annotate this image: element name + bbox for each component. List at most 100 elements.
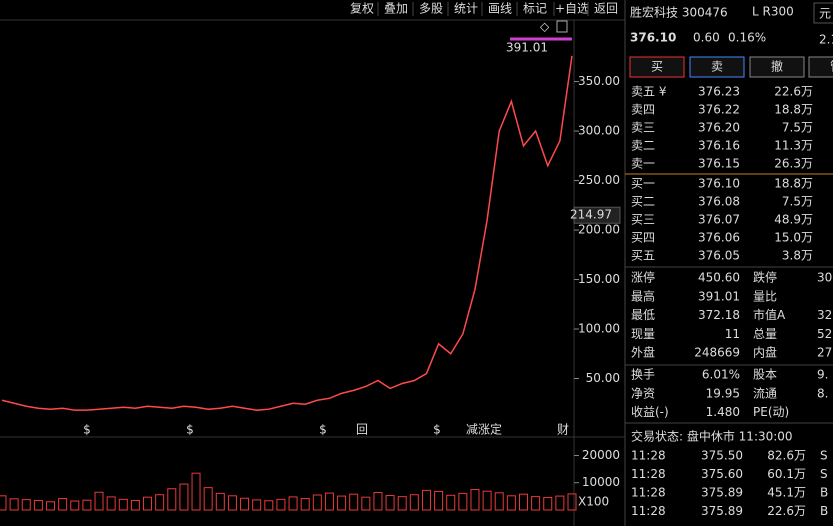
tick-time: 11:28: [631, 486, 666, 500]
edge-box: [813, 2, 833, 24]
stat-label: 内盘: [753, 345, 777, 360]
event-marker[interactable]: $: [319, 423, 327, 437]
volume-bar: [337, 495, 347, 511]
trade-button[interactable]: [808, 56, 833, 78]
order-level: 买一: [631, 177, 655, 191]
volume-bar: [458, 492, 468, 511]
volume-bar: [215, 492, 225, 511]
y-tick-label: 300.00: [578, 124, 620, 138]
edge-label: 元: [819, 7, 831, 21]
trade-button-label[interactable]: 卖: [711, 60, 723, 74]
toolbar-button[interactable]: 叠加: [384, 2, 408, 16]
stat-value: 32: [817, 308, 832, 322]
last-price: 376.10: [630, 31, 676, 45]
volume-bar: [9, 498, 19, 511]
change: 0.60: [693, 31, 720, 45]
trade-button-label[interactable]: 撤: [771, 59, 783, 74]
order-level: 卖二: [631, 139, 655, 153]
stat-value: 391.01: [698, 289, 740, 303]
tick-price: 375.89: [701, 486, 743, 500]
volume-bar: [203, 487, 213, 511]
y-tick-label: 250.00: [578, 173, 620, 187]
event-marker[interactable]: $: [433, 423, 441, 437]
tick-side: B: [820, 504, 828, 518]
volume-bar: [482, 490, 492, 511]
toolbar-button[interactable]: 画线: [488, 2, 512, 16]
stat-value: 1.480: [706, 405, 740, 419]
stat-label: 现量: [631, 327, 655, 341]
y-tick-label: 100.00: [578, 322, 620, 336]
edge-value: 2.1: [819, 33, 833, 47]
stat-label: 市值A: [753, 307, 786, 322]
trade-button[interactable]: [689, 56, 745, 78]
tick-volume: 82.6万: [767, 449, 806, 463]
volume-bar: [349, 493, 359, 511]
order-volume: 48.9万: [774, 213, 813, 227]
order-volume: 18.8万: [774, 177, 813, 191]
stat-value: 8.: [817, 386, 828, 400]
stat-label: 跌停: [753, 270, 777, 285]
stat-label: 净资: [631, 386, 655, 400]
stat-label: 最高: [631, 288, 655, 303]
toolbar-button[interactable]: 多股: [419, 2, 443, 16]
order-volume: 26.3万: [774, 157, 813, 171]
volume-bar: [240, 497, 250, 511]
volume-bar: [143, 496, 153, 511]
stat-label: 收益(-): [631, 405, 669, 419]
event-marker[interactable]: 减涨定: [466, 422, 502, 437]
stat-label: 量比: [753, 289, 777, 303]
toolbar-button[interactable]: +自选: [555, 2, 589, 16]
icon[interactable]: ◇: [540, 20, 550, 34]
order-volume: 3.8万: [782, 249, 813, 263]
stat-value: 520: [817, 327, 833, 341]
volume-unit: X100: [578, 495, 609, 509]
order-volume: 7.5万: [782, 121, 813, 135]
event-marker[interactable]: 财: [557, 423, 569, 437]
stat-value: 27: [817, 346, 832, 360]
change-pct: 0.16%: [728, 31, 766, 45]
volume-bar: [191, 472, 201, 511]
trade-button[interactable]: [629, 56, 685, 78]
volume-bar: [155, 494, 165, 511]
event-marker[interactable]: 回: [356, 423, 368, 437]
order-level: 买二: [631, 195, 655, 209]
stat-label: 最低: [631, 308, 655, 322]
order-level: 买三: [631, 213, 655, 227]
volume-bar: [312, 494, 322, 511]
toolbar-button[interactable]: 统计: [454, 2, 478, 16]
volume-bar: [70, 500, 80, 511]
order-price: 376.05: [698, 249, 740, 263]
trade-button-label[interactable]: 管: [830, 59, 833, 74]
tick-side: S: [820, 449, 828, 463]
icon[interactable]: [556, 20, 568, 33]
tick-time: 11:28: [631, 449, 666, 463]
trade-button[interactable]: [749, 56, 805, 78]
volume-bar: [470, 489, 480, 511]
volume-bar: [46, 501, 56, 511]
event-marker[interactable]: $: [83, 423, 91, 437]
volume-bar: [385, 495, 395, 511]
order-level: 买四: [631, 231, 655, 245]
volume-bar: [434, 490, 444, 511]
order-level: 买五: [631, 249, 655, 263]
volume-bar: [106, 496, 116, 511]
marked-price: 214.97: [570, 208, 612, 222]
volume-bar: [555, 495, 565, 511]
stat-label: 涨停: [631, 270, 655, 285]
trade-status: 交易状态: 盘中休市 11:30:00: [631, 429, 793, 444]
toolbar-button[interactable]: 标记: [523, 2, 547, 16]
tick-price: 375.89: [701, 504, 743, 518]
event-marker[interactable]: $: [186, 423, 194, 437]
toolbar-button[interactable]: 返回: [594, 2, 618, 16]
toolbar-button[interactable]: 复权: [350, 2, 374, 16]
volume-bar: [227, 495, 237, 511]
volume-bar: [130, 499, 140, 511]
y-tick-label: 50.00: [586, 371, 620, 385]
volume-bar: [397, 496, 407, 511]
trade-button-label[interactable]: 买: [651, 60, 663, 74]
order-volume: 7.5万: [782, 195, 813, 209]
volume-bar: [179, 483, 189, 511]
stat-value: 30: [817, 271, 832, 285]
high-label: 391.01: [506, 40, 548, 54]
y2-tick-label: 20000: [582, 448, 620, 462]
